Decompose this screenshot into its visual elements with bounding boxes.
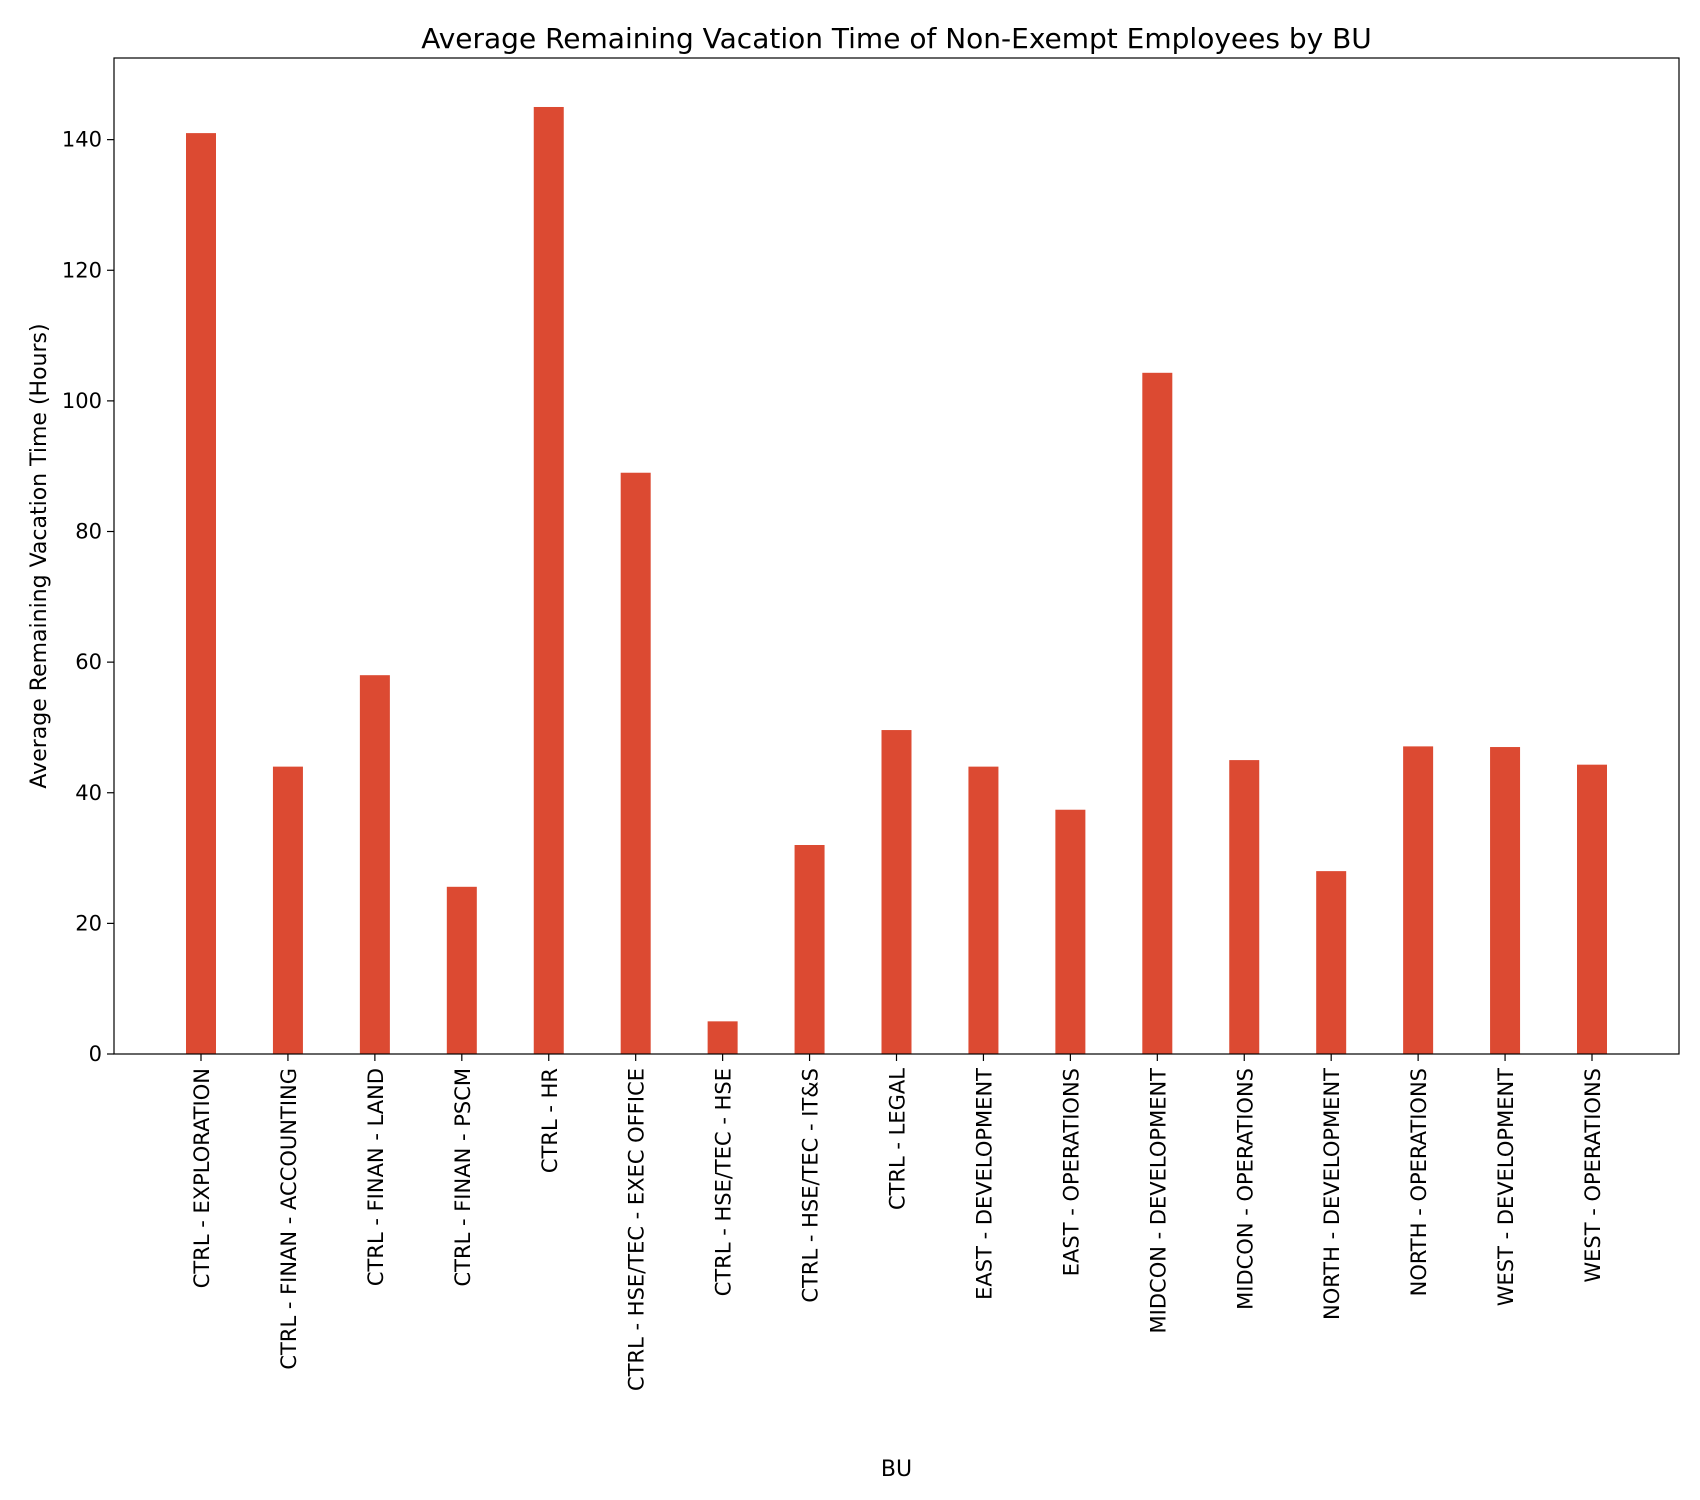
bar <box>359 675 390 1054</box>
bar <box>446 886 477 1054</box>
y-axis-label: Average Remaining Vacation Time (Hours) <box>27 323 52 788</box>
bar <box>1490 747 1521 1054</box>
bar <box>707 1021 738 1054</box>
x-tick-label: CTRL - LEGAL <box>886 1068 910 1210</box>
plot-area-frame <box>113 57 1680 1055</box>
bar <box>1142 372 1173 1055</box>
x-tick-label: CTRL - FINAN - LAND <box>364 1068 388 1286</box>
bar <box>881 730 912 1054</box>
x-tick-label: EAST - OPERATIONS <box>1059 1068 1083 1276</box>
bar <box>533 106 564 1055</box>
x-tick-label: WEST - OPERATIONS <box>1581 1068 1605 1283</box>
y-tick-label: 0 <box>89 1042 102 1066</box>
x-axis-ticks: CTRL - EXPLORATION CTRL - FINAN - ACCOUNT… <box>190 1054 1605 1391</box>
x-tick-label: CTRL - HR <box>538 1068 562 1173</box>
y-tick-label: 120 <box>62 258 102 282</box>
y-tick-label: 140 <box>62 128 102 152</box>
y-tick-label: 100 <box>62 389 102 413</box>
bar <box>1229 760 1260 1054</box>
x-tick-label: WEST - DEVELOPMENT <box>1494 1068 1518 1306</box>
x-tick-label: CTRL - FINAN - ACCOUNTING <box>277 1068 301 1370</box>
bar <box>1055 809 1086 1054</box>
bars <box>186 106 1607 1055</box>
bar <box>186 133 216 1054</box>
bar <box>968 766 999 1054</box>
y-axis-ticks: 0 20 40 60 80 100 120 140 <box>62 128 114 1066</box>
x-tick-label: MIDCON - OPERATIONS <box>1233 1068 1257 1310</box>
bar <box>272 766 303 1054</box>
bar <box>620 472 651 1054</box>
x-tick-label: CTRL - HSE/TEC - HSE <box>712 1068 736 1296</box>
x-tick-label: NORTH - OPERATIONS <box>1407 1068 1431 1296</box>
bar <box>1577 764 1607 1054</box>
x-tick-label: MIDCON - DEVELOPMENT <box>1146 1068 1170 1334</box>
x-axis-label: BU <box>881 1457 912 1482</box>
x-tick-label: EAST - DEVELOPMENT <box>972 1068 996 1300</box>
x-tick-label: NORTH - DEVELOPMENT <box>1320 1068 1344 1320</box>
y-tick-label: 60 <box>75 650 102 674</box>
x-tick-label: CTRL - HSE/TEC - EXEC OFFICE <box>625 1068 649 1391</box>
x-tick-label: CTRL - HSE/TEC - IT&S <box>799 1068 823 1303</box>
y-tick-label: 80 <box>75 520 102 544</box>
y-tick-label: 40 <box>75 781 102 805</box>
chart-title: Average Remaining Vacation Time of Non-E… <box>421 22 1372 55</box>
bar <box>1316 871 1347 1054</box>
bar <box>794 845 825 1054</box>
x-tick-label: CTRL - FINAN - PSCM <box>451 1068 475 1286</box>
y-tick-label: 20 <box>75 911 102 935</box>
x-tick-label: CTRL - EXPLORATION <box>190 1068 214 1288</box>
bar <box>1403 746 1434 1054</box>
